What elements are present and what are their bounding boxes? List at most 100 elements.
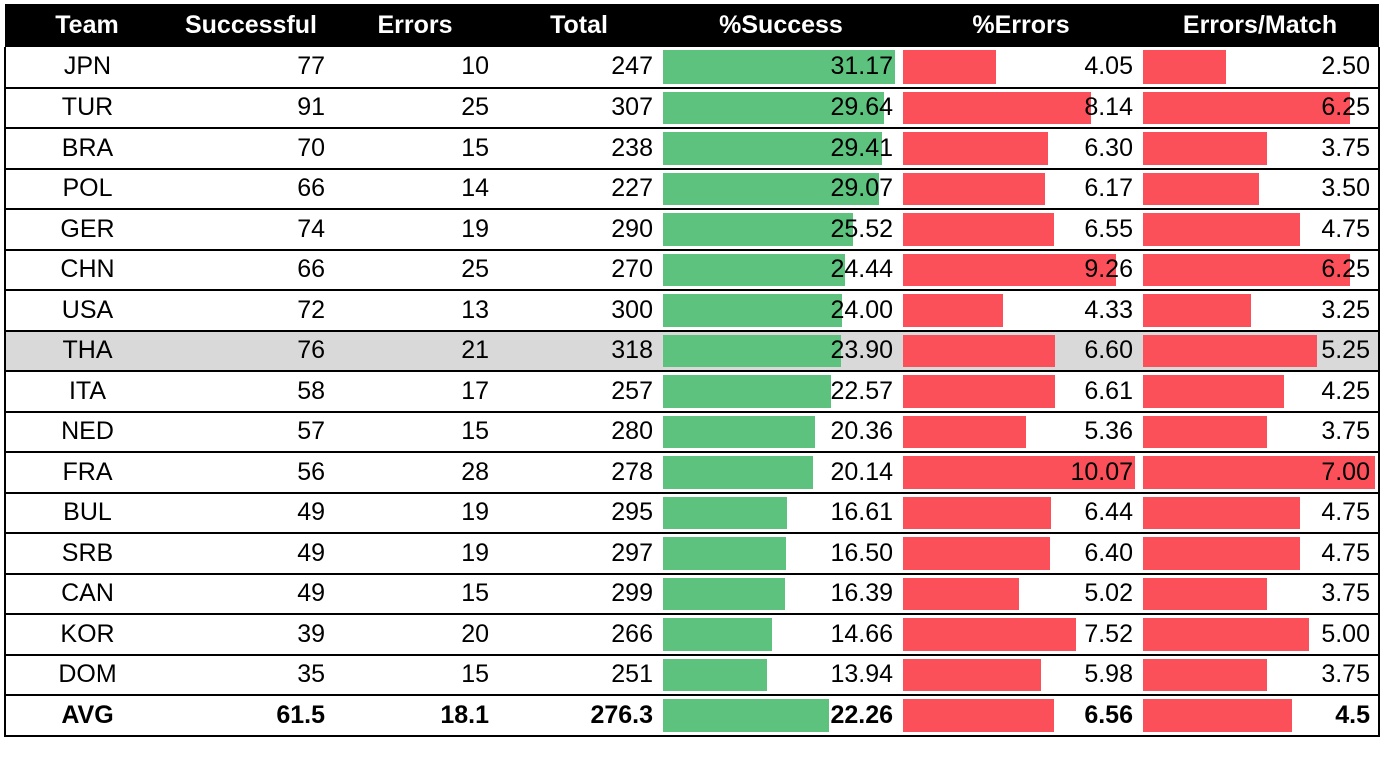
cell-total[interactable]: 270 [497, 249, 661, 291]
cell-errors-per-match[interactable]: 3.25 [1141, 290, 1380, 332]
cell-successful[interactable]: 39 [169, 614, 333, 656]
cell-successful[interactable]: 58 [169, 371, 333, 413]
cell-total[interactable]: 251 [497, 654, 661, 696]
cell-errors-per-match[interactable]: 6.25 [1141, 249, 1380, 291]
cell-team[interactable]: ITA [4, 371, 169, 413]
cell-total[interactable]: 266 [497, 614, 661, 656]
cell-errors[interactable]: 28 [333, 452, 497, 494]
cell-total[interactable]: 278 [497, 452, 661, 494]
cell-pct-errors[interactable]: 6.61 [901, 371, 1141, 413]
cell-errors-per-match[interactable]: 4.75 [1141, 209, 1380, 251]
cell-successful[interactable]: 66 [169, 249, 333, 291]
header-pct-success[interactable]: %Success [661, 4, 901, 47]
cell-pct-success[interactable]: 22.57 [661, 371, 901, 413]
cell-errors-per-match[interactable]: 4.25 [1141, 371, 1380, 413]
cell-errors[interactable]: 25 [333, 87, 497, 129]
cell-errors[interactable]: 15 [333, 654, 497, 696]
cell-successful[interactable]: 66 [169, 168, 333, 210]
cell-successful[interactable]: 72 [169, 290, 333, 332]
cell-pct-success[interactable]: 20.14 [661, 452, 901, 494]
header-successful[interactable]: Successful [169, 4, 333, 47]
cell-errors-per-match[interactable]: 4.75 [1141, 492, 1380, 534]
cell-team[interactable]: BUL [4, 492, 169, 534]
cell-pct-errors[interactable]: 5.98 [901, 654, 1141, 696]
cell-errors-per-match[interactable]: 5.00 [1141, 614, 1380, 656]
cell-team[interactable]: NED [4, 411, 169, 453]
cell-errors-per-match[interactable]: 3.75 [1141, 411, 1380, 453]
cell-pct-success[interactable]: 23.90 [661, 330, 901, 372]
cell-errors[interactable]: 17 [333, 371, 497, 413]
cell-errors[interactable]: 25 [333, 249, 497, 291]
cell-errors-per-match[interactable]: 6.25 [1141, 87, 1380, 129]
cell-total[interactable]: 227 [497, 168, 661, 210]
cell-team[interactable]: JPN [4, 47, 169, 89]
cell-errors[interactable]: 18.1 [333, 695, 497, 737]
cell-total[interactable]: 299 [497, 573, 661, 615]
cell-errors-per-match[interactable]: 3.75 [1141, 654, 1380, 696]
cell-errors[interactable]: 14 [333, 168, 497, 210]
cell-pct-errors[interactable]: 6.55 [901, 209, 1141, 251]
cell-successful[interactable]: 57 [169, 411, 333, 453]
header-errors[interactable]: Errors [333, 4, 497, 47]
cell-errors-per-match[interactable]: 7.00 [1141, 452, 1380, 494]
cell-total[interactable]: 290 [497, 209, 661, 251]
cell-team[interactable]: TUR [4, 87, 169, 129]
cell-pct-success[interactable]: 29.64 [661, 87, 901, 129]
cell-pct-errors[interactable]: 9.26 [901, 249, 1141, 291]
cell-pct-errors[interactable]: 6.40 [901, 533, 1141, 575]
cell-total[interactable]: 257 [497, 371, 661, 413]
cell-total[interactable]: 247 [497, 47, 661, 89]
cell-team[interactable]: CAN [4, 573, 169, 615]
cell-team[interactable]: FRA [4, 452, 169, 494]
cell-successful[interactable]: 77 [169, 47, 333, 89]
cell-errors[interactable]: 15 [333, 573, 497, 615]
cell-team[interactable]: CHN [4, 249, 169, 291]
cell-pct-errors[interactable]: 5.02 [901, 573, 1141, 615]
cell-pct-errors[interactable]: 5.36 [901, 411, 1141, 453]
cell-successful[interactable]: 61.5 [169, 695, 333, 737]
cell-errors[interactable]: 13 [333, 290, 497, 332]
cell-pct-errors[interactable]: 6.17 [901, 168, 1141, 210]
cell-pct-success[interactable]: 20.36 [661, 411, 901, 453]
cell-errors[interactable]: 19 [333, 492, 497, 534]
cell-errors-per-match[interactable]: 4.5 [1141, 695, 1380, 737]
cell-pct-errors[interactable]: 10.07 [901, 452, 1141, 494]
cell-successful[interactable]: 49 [169, 573, 333, 615]
cell-errors[interactable]: 20 [333, 614, 497, 656]
cell-pct-errors[interactable]: 4.05 [901, 47, 1141, 89]
cell-pct-success[interactable]: 24.00 [661, 290, 901, 332]
cell-pct-success[interactable]: 31.17 [661, 47, 901, 89]
cell-team[interactable]: AVG [4, 695, 169, 737]
cell-pct-success[interactable]: 29.07 [661, 168, 901, 210]
cell-total[interactable]: 280 [497, 411, 661, 453]
cell-errors-per-match[interactable]: 2.50 [1141, 47, 1380, 89]
cell-successful[interactable]: 35 [169, 654, 333, 696]
cell-errors[interactable]: 15 [333, 411, 497, 453]
cell-team[interactable]: GER [4, 209, 169, 251]
header-total[interactable]: Total [497, 4, 661, 47]
cell-pct-success[interactable]: 16.61 [661, 492, 901, 534]
cell-team[interactable]: BRA [4, 128, 169, 170]
cell-errors-per-match[interactable]: 4.75 [1141, 533, 1380, 575]
cell-successful[interactable]: 49 [169, 492, 333, 534]
cell-pct-success[interactable]: 16.50 [661, 533, 901, 575]
cell-pct-success[interactable]: 25.52 [661, 209, 901, 251]
cell-total[interactable]: 276.3 [497, 695, 661, 737]
cell-pct-success[interactable]: 29.41 [661, 128, 901, 170]
cell-pct-success[interactable]: 16.39 [661, 573, 901, 615]
cell-pct-success[interactable]: 22.26 [661, 695, 901, 737]
cell-total[interactable]: 297 [497, 533, 661, 575]
cell-pct-success[interactable]: 24.44 [661, 249, 901, 291]
header-errors-per-match[interactable]: Errors/Match [1141, 4, 1379, 47]
cell-pct-errors[interactable]: 7.52 [901, 614, 1141, 656]
cell-team[interactable]: DOM [4, 654, 169, 696]
cell-pct-errors[interactable]: 6.60 [901, 330, 1141, 372]
cell-errors-per-match[interactable]: 5.25 [1141, 330, 1380, 372]
cell-pct-errors[interactable]: 6.56 [901, 695, 1141, 737]
cell-errors-per-match[interactable]: 3.75 [1141, 573, 1380, 615]
header-team[interactable]: Team [5, 4, 169, 47]
cell-successful[interactable]: 74 [169, 209, 333, 251]
cell-pct-errors[interactable]: 6.44 [901, 492, 1141, 534]
cell-pct-success[interactable]: 13.94 [661, 654, 901, 696]
cell-team[interactable]: USA [4, 290, 169, 332]
